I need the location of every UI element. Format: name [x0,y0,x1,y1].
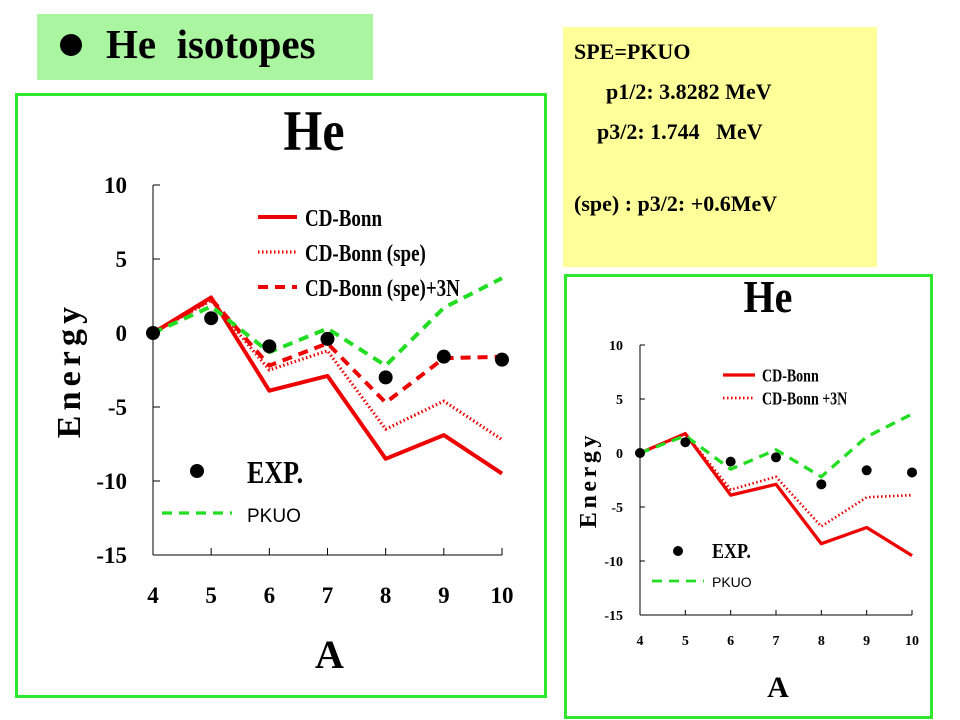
chart1-legend-label-cd-bonn-spe: CD-Bonn (spe) [305,240,426,267]
chart2-y-tick-label: 5 [616,393,623,408]
chart2-legend-label-cd-bonn: CD-Bonn [762,367,819,386]
bullet-icon [60,34,82,56]
chart1-y-tick-label: -15 [96,543,127,568]
chart1-y-tick-label: 5 [116,247,128,272]
chart2-point-exp [816,479,827,490]
chart-frame-main [15,93,547,698]
chart1-point-exp [320,331,335,346]
chart-frame-small [564,274,933,719]
chart1-y-axis-label: Energy [51,302,88,438]
info-line-shift: (spe) : p3/2: +0.6MeV [574,191,778,216]
chart2-point-exp [771,452,781,463]
chart1-x-axis-label: A [315,632,344,677]
chart1-point-exp [378,370,393,385]
chart1-x-tick-label: 8 [380,583,392,608]
chart1-x-tick-label: 9 [438,583,450,608]
chart1-legend-label-cd-bonn: CD-Bonn [305,205,382,232]
chart2-x-tick-label: 8 [818,634,825,649]
chart1-point-exp [262,339,277,354]
chart2-legend-marker-exp [673,546,683,556]
chart1-point-exp [204,311,219,326]
chart1-x-tick-label: 6 [264,583,276,608]
title-banner [37,14,373,80]
info-box: SPE=PKUO p1/2: 3.8282 MeV p3/2: 1.744 Me… [563,27,877,267]
chart1-x-tick-label: 7 [322,583,334,608]
chart1-y-tick-label: -5 [108,395,127,420]
page-title: He isotopes [106,21,316,67]
chart2-legend-label-pkuo: PKUO [712,574,752,590]
chart2-point-exp [680,437,691,448]
chart2-y-tick-label: 10 [609,339,623,354]
info-line-spe: SPE=PKUO [574,39,691,64]
chart1-x-tick-label: 4 [147,583,159,608]
chart1-point-exp [146,326,160,340]
chart2-x-tick-label: 4 [637,634,644,649]
chart2-y-tick-label: 0 [616,447,623,462]
info-line-p12: p1/2: 3.8282 MeV [606,79,772,104]
chart2-series-cd-bonn-3n [639,432,913,528]
chart2-y-tick-label: -5 [611,501,623,516]
chart1-legend-label-exp: EXP. [247,456,303,491]
chart2-point-exp [725,456,736,467]
chart1-y-tick-label: 10 [104,173,127,198]
chart1-y-tick-label: 0 [116,321,128,346]
chart2-x-tick-label: 6 [727,634,734,649]
chart1-x-tick-label: 10 [491,583,514,608]
chart1-point-exp [436,349,451,364]
chart2-y-axis-label: Energy [576,432,602,528]
chart2-x-tick-label: 10 [905,634,919,649]
info-line-p32: p3/2: 1.744 MeV [597,119,763,144]
chart2-title: He [744,273,793,323]
chart1-x-tick-label: 5 [205,583,217,608]
chart2-series-pkuo [639,412,913,479]
chart1-series-cd-bonn-spe [152,298,503,441]
chart2-x-tick-label: 5 [682,634,689,649]
chart1-point-exp [495,352,509,367]
chart1-legend-label-pkuo: PKUO [247,506,301,527]
chart2-x-tick-label: 7 [773,634,780,649]
chart2-point-exp [861,465,872,476]
chart2-x-axis-label: A [767,671,789,704]
chart2-legend-label-cd-bonn-3n: CD-Bonn +3N [762,390,848,409]
chart2-legend-label-exp: EXP. [712,540,751,564]
chart2-point-exp [635,448,645,458]
chart1-y-tick-label: -10 [96,469,127,494]
chart2-y-tick-label: -10 [604,555,623,570]
chart2-y-tick-label: -15 [604,609,623,624]
chart2-series-cd-bonn [639,431,913,558]
chart2-point-exp [907,467,917,478]
chart1-legend-label-cd-bonn-spe-3n: CD-Bonn (spe)+3N [305,275,460,302]
chart1-legend-marker-exp [190,464,204,478]
chart2-x-tick-label: 9 [863,634,870,649]
chart1-series-cd-bonn [151,295,504,476]
chart1-title: He [283,99,344,163]
